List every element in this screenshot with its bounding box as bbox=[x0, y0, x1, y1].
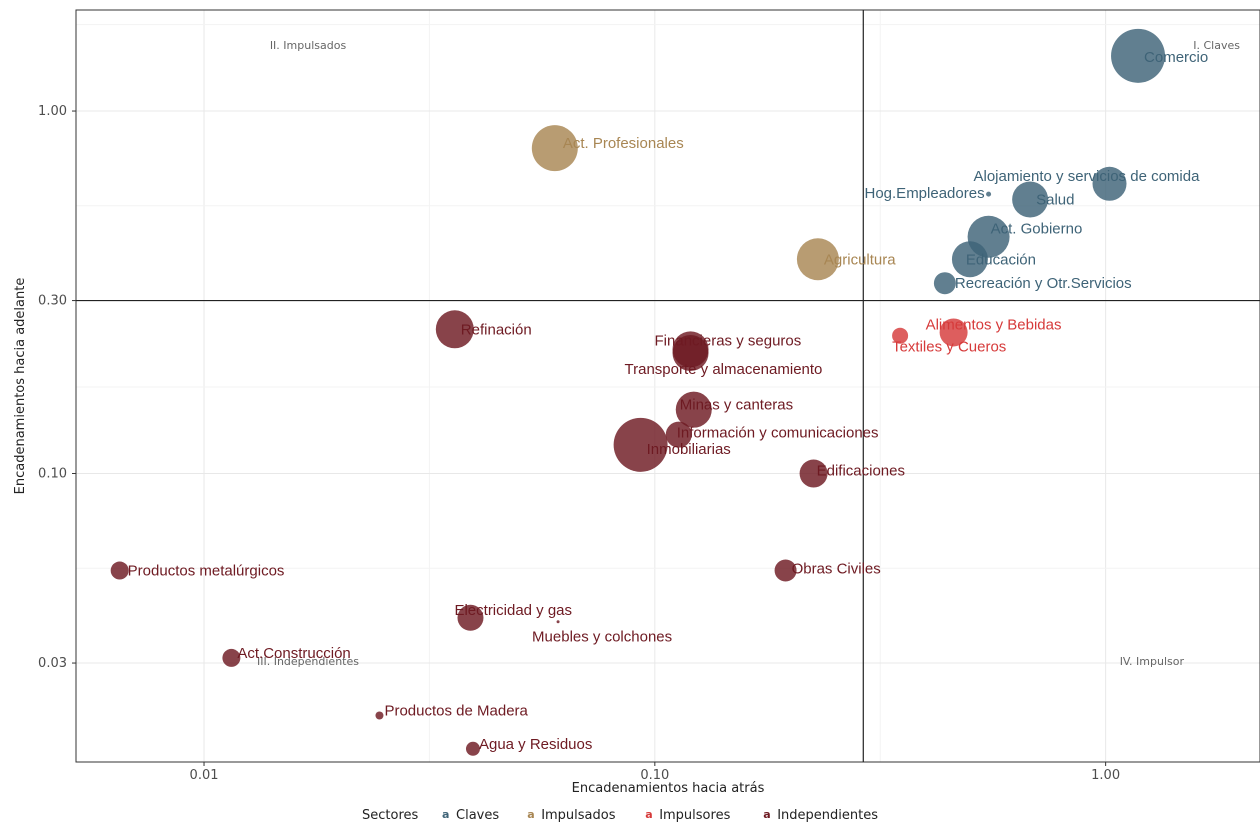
grid-lines bbox=[76, 10, 1260, 762]
point-transporte-y-almacenamiento bbox=[672, 335, 709, 372]
point-label: Alimentos y Bebidas bbox=[926, 316, 1062, 333]
quadrant-label: II. Impulsados bbox=[270, 39, 347, 52]
point-label: Agricultura bbox=[824, 251, 896, 268]
point-label: Refinación bbox=[461, 321, 532, 338]
quadrant-label: I. Claves bbox=[1193, 39, 1240, 52]
point-label: Textiles y Cueros bbox=[892, 339, 1006, 356]
point-agricultura bbox=[796, 238, 839, 281]
point-label: Agua y Residuos bbox=[479, 736, 592, 753]
point-obras-civiles bbox=[774, 559, 797, 582]
reference-lines bbox=[76, 10, 1260, 762]
point-alimentos-y-bebidas bbox=[939, 318, 968, 347]
y-axis-title: Encadenamientos hacia adelante bbox=[13, 278, 28, 495]
point-label: Act. Gobierno bbox=[991, 221, 1083, 238]
point-label: Hog.Empleadores bbox=[865, 185, 985, 202]
data-points bbox=[110, 28, 1166, 756]
point-label: Obras Civiles bbox=[792, 561, 881, 578]
legend-key-claves: a bbox=[442, 808, 449, 821]
point-productos-de-madera bbox=[375, 711, 384, 720]
point-label: Información y comunicaciones bbox=[677, 425, 879, 442]
legend: Sectores a Claves a Impulsados a Impulsores a In… bbox=[362, 808, 878, 823]
point-act-profesionales bbox=[531, 125, 578, 172]
point-act-construcci-n bbox=[222, 648, 241, 667]
point-label: Muebles y colchones bbox=[532, 629, 672, 646]
legend-key-independientes: a bbox=[763, 808, 770, 821]
point-label: Recreación y Otr.Servicios bbox=[955, 275, 1132, 292]
point-minas-y-canteras bbox=[675, 391, 712, 428]
x-tick-label: 0.10 bbox=[640, 768, 669, 783]
point-informaci-n-y-comunicaciones bbox=[665, 421, 692, 448]
x-tick-label: 0.01 bbox=[190, 768, 219, 783]
legend-entry-claves: Claves bbox=[456, 808, 499, 823]
point-educaci-n bbox=[951, 241, 988, 278]
point-label: Transporte y almacenamiento bbox=[625, 361, 823, 378]
point-label: Alojamiento y servicios de comida bbox=[974, 168, 1201, 185]
point-label: Productos metalúrgicos bbox=[128, 563, 285, 580]
legend-key-impulsados: a bbox=[527, 808, 534, 821]
point-label: Act. Profesionales bbox=[563, 135, 684, 152]
point-label: Educación bbox=[966, 251, 1036, 268]
legend-entry-impulsados: Impulsados bbox=[541, 808, 616, 823]
x-axis-ticks: 0.01 0.10 1.00 bbox=[190, 762, 1120, 783]
x-axis-title: Encadenamientos hacia atrás bbox=[572, 781, 765, 796]
point-hog-empleadores bbox=[986, 191, 992, 197]
point-alojamiento-y-servicios-de-comida bbox=[1092, 166, 1127, 201]
point-edificaciones bbox=[799, 459, 828, 488]
point-label: Act.Construcción bbox=[237, 645, 350, 662]
y-axis-ticks: 0.03 0.10 0.30 1.00 bbox=[38, 104, 76, 671]
point-agua-y-residuos bbox=[465, 741, 480, 756]
point-label: Financieras y seguros bbox=[655, 332, 802, 349]
point-label: Salud bbox=[1036, 192, 1074, 209]
point-label: Comercio bbox=[1144, 49, 1208, 66]
point-refinaci-n bbox=[435, 310, 474, 349]
point-label: Electricidad y gas bbox=[454, 602, 572, 619]
point-electricidad-y-gas bbox=[457, 604, 484, 631]
point-textiles-y-cueros bbox=[892, 327, 909, 344]
quadrant-label: III. Independientes bbox=[257, 655, 359, 668]
x-tick-label: 1.00 bbox=[1091, 768, 1120, 783]
legend-entry-impulsores: Impulsores bbox=[659, 808, 730, 823]
point-comercio bbox=[1111, 28, 1166, 83]
quadrant-label: IV. Impulsor bbox=[1120, 655, 1185, 668]
y-tick-label: 0.30 bbox=[38, 294, 67, 309]
y-tick-label: 0.03 bbox=[38, 656, 67, 671]
y-tick-label: 0.10 bbox=[38, 467, 67, 482]
point-productos-metal-rgicos bbox=[110, 561, 129, 580]
legend-key-impulsores: a bbox=[645, 808, 652, 821]
point-salud bbox=[1012, 181, 1049, 218]
point-recreaci-n-y-otr-servicios bbox=[933, 272, 956, 295]
panel-border bbox=[75, 9, 1260, 763]
point-muebles-y-colchones bbox=[556, 620, 560, 624]
legend-entry-independientes: Independientes bbox=[777, 808, 878, 823]
y-tick-label: 1.00 bbox=[38, 104, 67, 119]
legend-title: Sectores bbox=[362, 808, 419, 823]
point-labels: Comercio Alojamiento y servicios de comid… bbox=[128, 49, 1209, 753]
point-label: Inmobiliarias bbox=[647, 441, 731, 458]
point-label: Minas y canteras bbox=[680, 397, 793, 414]
point-label: Productos de Madera bbox=[384, 702, 528, 719]
point-inmobiliarias bbox=[613, 417, 668, 472]
quadrant-labels: II. Impulsados I. Claves III. Independient… bbox=[257, 39, 1240, 668]
point-label: Edificaciones bbox=[817, 463, 905, 480]
